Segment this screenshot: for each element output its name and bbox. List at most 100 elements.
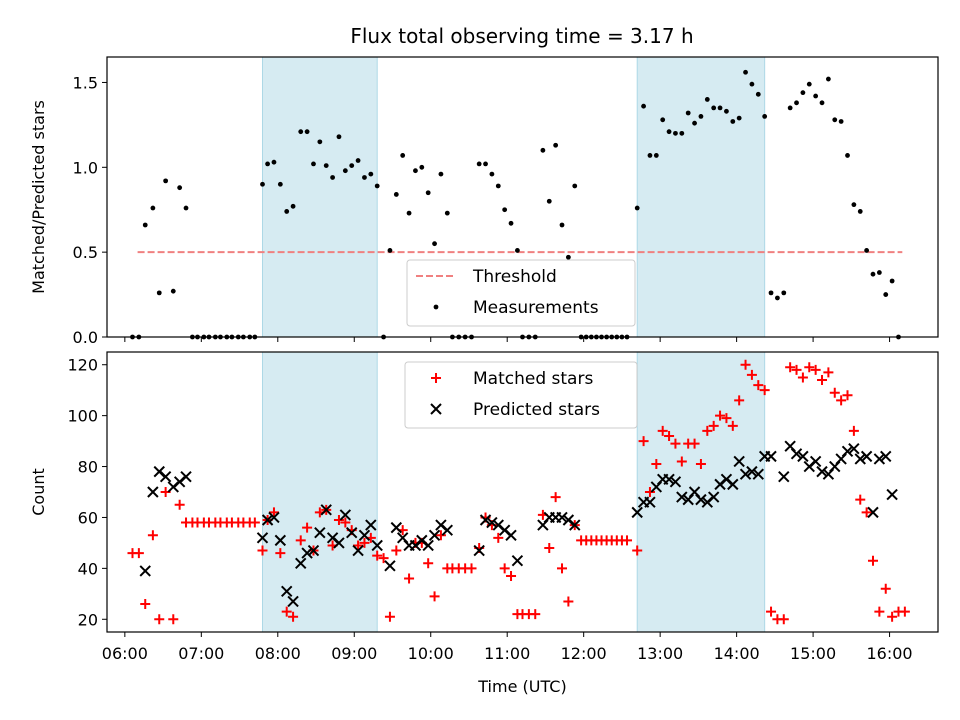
x-tick-label: 10:00 xyxy=(408,644,454,663)
predicted-star-marker xyxy=(307,544,320,557)
measurement-point xyxy=(755,91,761,97)
predicted-star-marker xyxy=(333,537,345,549)
measurement-point xyxy=(889,278,895,284)
predicted-star-marker xyxy=(556,511,568,524)
predicted-star-marker xyxy=(695,493,707,506)
measurement-point xyxy=(540,147,546,153)
matched-star-marker xyxy=(295,535,306,546)
matched-star-marker xyxy=(708,420,719,431)
matched-star-marker xyxy=(823,367,834,378)
matched-star-marker xyxy=(550,492,561,503)
x-axis-label: Time (UTC) xyxy=(477,677,566,696)
matched-star-marker xyxy=(435,530,446,541)
measurement-point xyxy=(775,295,780,301)
predicted-star-marker xyxy=(339,509,352,521)
measurement-point xyxy=(546,198,552,204)
measurement-point xyxy=(323,163,329,169)
shaded-interval xyxy=(636,56,766,338)
measurement-point xyxy=(150,205,156,211)
matched-star-marker xyxy=(702,425,713,436)
measurement-point xyxy=(419,164,425,170)
predicted-star-marker xyxy=(159,471,172,483)
matched-star-marker xyxy=(268,507,279,518)
x-tick-label: 14:00 xyxy=(714,644,760,663)
x-tick-label: 13:00 xyxy=(637,644,683,663)
measurement-point xyxy=(679,130,685,136)
predicted-star-marker xyxy=(663,473,675,485)
matched-star-marker xyxy=(302,522,313,533)
matched-star-marker xyxy=(423,558,434,569)
matched-star-marker xyxy=(899,606,910,617)
matched-star-marker xyxy=(676,456,687,467)
predicted-star-marker xyxy=(797,450,809,463)
measurement-point xyxy=(413,168,418,174)
chart-title: Flux total observing time = 3.17 h xyxy=(350,24,693,48)
predicted-star-marker xyxy=(765,450,777,463)
matched-star-marker xyxy=(333,515,344,525)
matched-star-marker xyxy=(664,431,675,441)
matched-star-marker xyxy=(766,606,777,617)
predicted-star-marker xyxy=(473,544,485,557)
legend-measurements-label: Measurements xyxy=(473,298,599,318)
matched-star-marker xyxy=(466,563,477,574)
matched-star-marker xyxy=(499,563,510,574)
measurement-point xyxy=(349,163,355,169)
matched-star-marker xyxy=(791,364,802,375)
matched-star-marker xyxy=(275,548,286,559)
matched-star-marker xyxy=(281,606,292,617)
matched-star-marker xyxy=(288,611,299,622)
measurement-point xyxy=(425,190,431,196)
predicted-star-marker xyxy=(371,539,383,552)
matched-star-marker xyxy=(880,583,891,594)
matched-star-marker xyxy=(638,436,649,447)
predicted-star-marker xyxy=(873,453,886,465)
measurement-point xyxy=(265,161,270,167)
predicted-star-marker xyxy=(441,524,454,536)
matched-star-marker xyxy=(530,609,541,620)
matched-star-marker xyxy=(493,532,504,543)
matched-star-marker xyxy=(874,606,885,617)
y-tick-label: 100 xyxy=(67,407,98,426)
matched-star-marker xyxy=(353,540,364,551)
predicted-star-marker xyxy=(746,465,758,478)
measurement-point xyxy=(641,103,646,109)
measurement-point xyxy=(330,175,335,180)
matched-star-marker xyxy=(887,611,898,622)
matched-star-marker xyxy=(506,571,517,581)
measurement-point xyxy=(393,192,399,197)
matched-star-marker xyxy=(429,591,440,602)
matched-star-marker xyxy=(817,375,828,385)
matched-star-marker xyxy=(133,548,144,559)
predicted-star-marker xyxy=(268,511,280,524)
predicted-star-marker xyxy=(281,585,293,597)
x-tick-label: 11:00 xyxy=(484,644,530,663)
measurement-point xyxy=(336,134,342,140)
predicted-star-marker xyxy=(778,471,790,483)
measurement-point xyxy=(666,129,672,135)
predicted-star-marker xyxy=(752,468,764,480)
y-tick-label: 1.5 xyxy=(73,73,98,92)
measurement-point xyxy=(444,210,450,216)
measurement-point xyxy=(355,158,361,163)
predicted-star-marker xyxy=(505,529,517,541)
legend-predicted-swatch xyxy=(430,403,442,415)
measurement-point xyxy=(704,97,710,102)
measurement-point xyxy=(163,178,169,184)
predicted-star-marker xyxy=(287,595,299,608)
measurement-point xyxy=(565,254,571,260)
measurement-point xyxy=(317,139,323,145)
measurement-point xyxy=(883,292,889,297)
measurement-point xyxy=(711,105,717,111)
measurement-point xyxy=(515,248,520,253)
y-tick-label: 40 xyxy=(78,559,98,578)
measurement-point xyxy=(406,210,412,216)
y-tick-label: 20 xyxy=(78,610,98,629)
measurement-point xyxy=(483,161,488,167)
y-tick-label: 80 xyxy=(78,458,98,477)
matched-star-marker xyxy=(804,362,815,373)
measurement-point xyxy=(851,202,857,208)
measurement-point xyxy=(730,119,736,124)
measurement-point xyxy=(142,222,148,228)
measurement-point xyxy=(183,205,189,211)
measurement-point xyxy=(800,90,806,96)
